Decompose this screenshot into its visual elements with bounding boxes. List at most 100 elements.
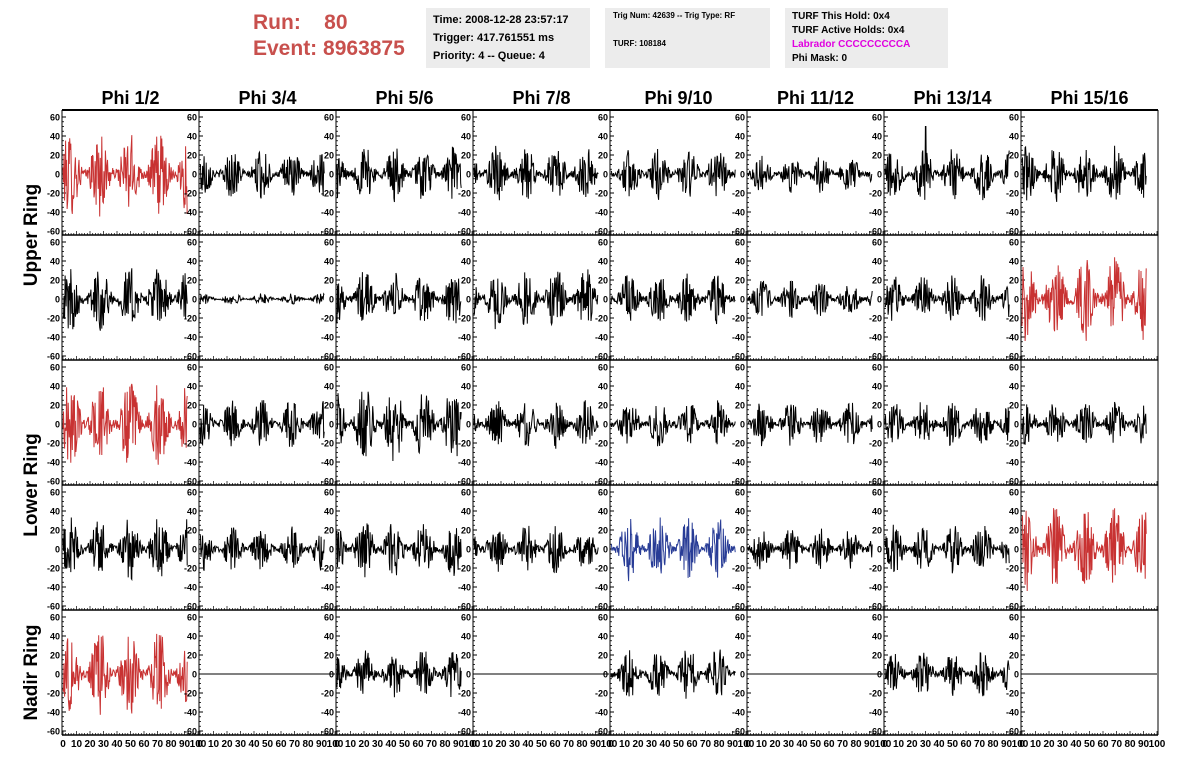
y-tick-label: -60 (321, 602, 334, 612)
y-tick-label: -20 (184, 189, 197, 199)
y-tick-label: 40 (50, 257, 60, 267)
y-tick-label: -60 (321, 477, 334, 487)
waveform-trace (336, 650, 462, 698)
y-tick-label: 40 (598, 507, 608, 517)
y-tick-label: -40 (869, 208, 882, 218)
y-tick-label: -40 (47, 208, 60, 218)
waveform-trace (1021, 401, 1147, 445)
x-tick-label: 100 (1149, 739, 1166, 750)
x-tick-label: 20 (358, 739, 370, 750)
y-tick-label: -40 (869, 583, 882, 593)
y-tick-label: 60 (50, 238, 60, 248)
y-tick-label: 0 (603, 170, 608, 180)
y-tick-label: -40 (321, 333, 334, 343)
y-tick-label: 60 (461, 363, 471, 373)
y-tick-label: 60 (872, 613, 882, 623)
x-tick-label: 70 (974, 739, 986, 750)
waveform-trace (473, 400, 599, 449)
y-tick-label: -60 (869, 227, 882, 237)
y-tick-label: 60 (1009, 238, 1019, 248)
y-tick-label: -60 (595, 227, 608, 237)
y-tick-label: 40 (50, 132, 60, 142)
y-tick-label: -60 (321, 352, 334, 362)
y-tick-label: -40 (732, 208, 745, 218)
y-tick-label: 60 (50, 363, 60, 373)
waveform-trace (1021, 508, 1147, 592)
y-tick-label: -60 (321, 727, 334, 737)
y-tick-label: -40 (869, 708, 882, 718)
y-tick-label: -60 (732, 727, 745, 737)
y-tick-label: 40 (187, 132, 197, 142)
y-tick-label: 40 (50, 632, 60, 642)
y-tick-label: -60 (47, 477, 60, 487)
y-tick-label: -60 (869, 477, 882, 487)
y-tick-label: 40 (187, 632, 197, 642)
y-tick-label: 60 (324, 363, 334, 373)
time-text: Time: 2008-12-28 23:57:17 (433, 14, 569, 26)
x-tick-label: 30 (372, 739, 384, 750)
y-tick-label: -20 (595, 314, 608, 324)
y-tick-label: 40 (324, 507, 334, 517)
y-tick-label: 0 (1014, 170, 1019, 180)
y-tick-label: 60 (187, 238, 197, 248)
y-tick-label: 20 (50, 526, 60, 536)
y-tick-label: -20 (1006, 564, 1019, 574)
x-tick-label: 100 (1012, 739, 1029, 750)
x-tick-label: 100 (190, 739, 207, 750)
turf-active-holds: TURF Active Holds: 0x4 (792, 25, 905, 36)
y-tick-label: 20 (1009, 401, 1019, 411)
y-tick-label: 0 (466, 545, 471, 555)
x-tick-label: 100 (464, 739, 481, 750)
x-tick-label: 50 (673, 739, 685, 750)
y-tick-label: -40 (458, 208, 471, 218)
y-tick-label: 60 (324, 613, 334, 623)
waveform-trace (747, 402, 873, 447)
x-tick-label: 50 (262, 739, 274, 750)
y-tick-label: 40 (735, 257, 745, 267)
phi-header: Phi 3/4 (238, 88, 296, 108)
x-tick-label: 10 (71, 739, 83, 750)
y-tick-label: 0 (466, 670, 471, 680)
y-tick-label: -20 (869, 439, 882, 449)
y-tick-label: 40 (461, 507, 471, 517)
y-tick-label: -60 (184, 602, 197, 612)
y-tick-label: 60 (461, 238, 471, 248)
waveform-trace (884, 524, 1010, 574)
y-tick-label: 0 (192, 170, 197, 180)
y-tick-label: 20 (872, 526, 882, 536)
y-tick-label: 40 (1009, 632, 1019, 642)
y-tick-label: -20 (1006, 689, 1019, 699)
x-tick-label: 0 (334, 739, 340, 750)
y-tick-label: 40 (1009, 507, 1019, 517)
x-tick-label: 20 (495, 739, 507, 750)
y-tick-label: 20 (598, 401, 608, 411)
y-tick-label: 60 (461, 613, 471, 623)
phi-header: Phi 7/8 (512, 88, 570, 108)
x-tick-label: 70 (1111, 739, 1123, 750)
y-tick-label: -40 (321, 583, 334, 593)
waveform-trace (473, 269, 599, 330)
y-tick-label: 40 (187, 257, 197, 267)
y-tick-label: 20 (735, 401, 745, 411)
y-tick-label: 0 (1014, 420, 1019, 430)
x-tick-label: 80 (987, 739, 999, 750)
y-tick-label: 20 (50, 401, 60, 411)
y-tick-label: 0 (192, 670, 197, 680)
y-tick-label: 0 (192, 295, 197, 305)
y-tick-label: 40 (735, 507, 745, 517)
waveform-trace (62, 383, 188, 465)
y-tick-label: 0 (192, 420, 197, 430)
y-tick-label: -20 (732, 314, 745, 324)
x-tick-label: 60 (412, 739, 424, 750)
x-tick-label: 10 (482, 739, 494, 750)
y-tick-label: -20 (1006, 314, 1019, 324)
y-tick-label: 20 (872, 401, 882, 411)
y-tick-label: 60 (872, 488, 882, 498)
x-tick-label: 50 (947, 739, 959, 750)
y-tick-label: -20 (869, 564, 882, 574)
x-tick-label: 30 (1057, 739, 1069, 750)
x-tick-label: 90 (590, 739, 602, 750)
y-tick-label: -40 (732, 333, 745, 343)
trigger-info-box: Trig Num: 42639 -- Trig Type: RF TURF: 1… (605, 8, 770, 68)
y-tick-label: -20 (732, 564, 745, 574)
